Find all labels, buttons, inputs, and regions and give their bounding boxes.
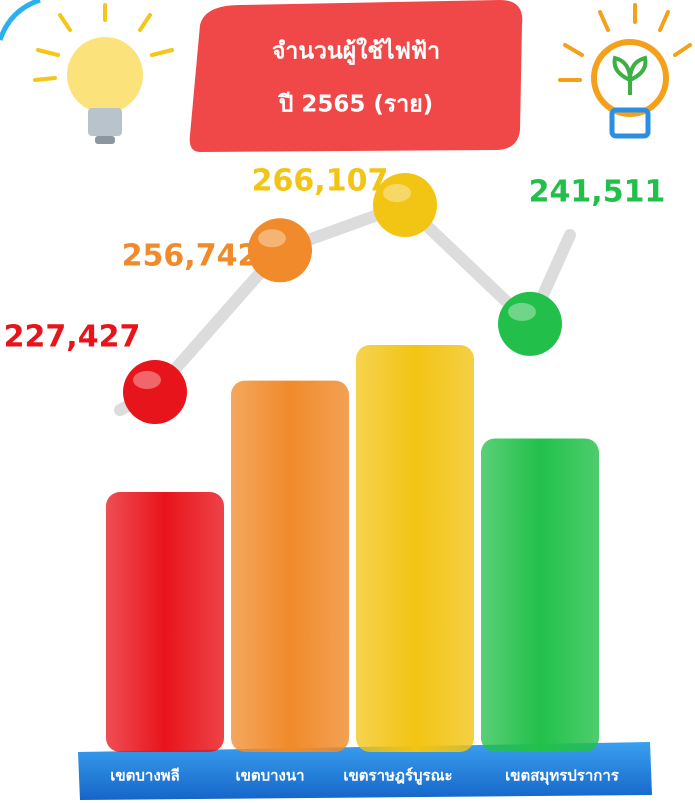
point-highlight xyxy=(258,229,286,248)
title-pill xyxy=(189,0,523,152)
point-highlight xyxy=(508,302,536,321)
bar xyxy=(356,345,474,752)
line-track xyxy=(114,198,576,416)
x-tick-label: เขตสมุทรปราการ xyxy=(505,767,620,786)
corner-decoration xyxy=(0,0,41,41)
data-label: 266,107 xyxy=(252,164,389,199)
base-platform xyxy=(78,742,652,800)
chart-title: ปี 2565 (ราย) xyxy=(277,92,433,118)
x-tick-label: เขตบางพลี xyxy=(110,767,179,785)
bar xyxy=(106,492,224,752)
data-label: 227,427 xyxy=(4,320,141,355)
chart-title: จำนวนผู้ใช้ไฟฟ้า xyxy=(272,37,440,66)
data-label: 256,742 xyxy=(122,239,259,274)
x-tick-label: เขตบางนา xyxy=(235,767,304,785)
point xyxy=(123,360,187,424)
x-tick-label: เขตราษฎร์บูรณะ xyxy=(343,767,452,786)
point xyxy=(373,173,437,237)
point xyxy=(498,291,562,356)
data-label: 241,511 xyxy=(529,175,666,210)
point-highlight xyxy=(383,184,411,202)
bulb-icon-left xyxy=(33,3,174,144)
point xyxy=(248,218,312,283)
bulb-icon-right xyxy=(558,3,692,139)
bar xyxy=(481,438,599,752)
bar xyxy=(231,380,349,752)
point-highlight xyxy=(133,371,161,389)
